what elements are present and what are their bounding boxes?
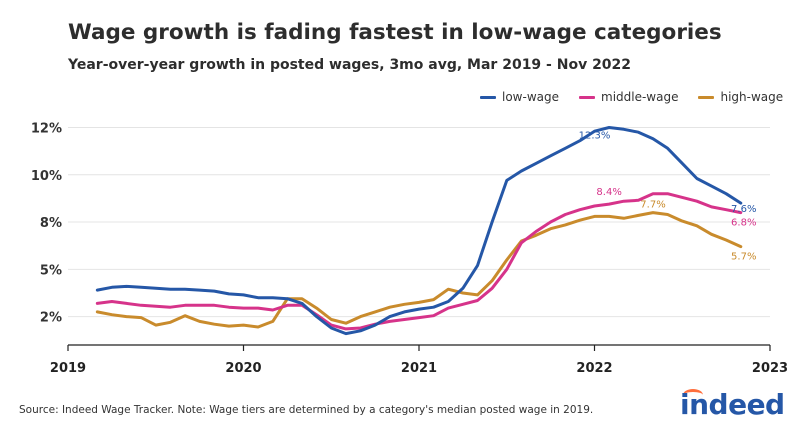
legend-swatch-low-wage [480,95,496,99]
y-tick-label: 2% [40,311,62,326]
data-label-middle-wage-end: 6.8% [731,218,756,229]
data-label-middle-wage-peak: 8.4% [596,187,621,198]
series-line-high-wage [95,211,743,329]
legend-swatch-middle-wage [579,95,595,99]
legend-item-middle-wage: middle-wage [579,90,678,104]
data-label-high-wage-end: 5.7% [731,252,756,263]
indeed-logo-arc [683,389,703,401]
series-line-low-wage [95,126,743,336]
legend-label-low-wage: low-wage [502,90,559,104]
x-tick-label: 2023 [752,361,788,376]
x-tick-label: 2020 [225,361,261,376]
x-tick-label: 2021 [401,361,437,376]
series-line-middle-wage [95,192,743,331]
legend-swatch-high-wage [698,95,715,99]
data-label-high-wage-peak: 7.7% [640,200,665,211]
y-tick-label: 10% [31,169,62,184]
y-tick-label: 8% [40,216,62,231]
x-tick-label: 2019 [50,361,86,376]
data-label-low-wage-end: 7.6% [731,204,756,215]
chart-title: Wage growth is fading fastest in low-wag… [68,20,722,45]
legend-item-low-wage: low-wage [480,90,559,104]
indeed-logo: indeed [680,388,785,421]
legend-item-high-wage: high-wage [698,90,783,104]
chart-legend: low-wage middle-wage high-wage [480,90,783,104]
y-tick-label: 5% [40,263,62,278]
source-note: Source: Indeed Wage Tracker. Note: Wage … [19,404,594,416]
legend-label-high-wage: high-wage [720,90,784,104]
legend-label-middle-wage: middle-wage [601,90,679,104]
data-label-low-wage-peak: 12.3% [579,130,611,141]
y-tick-label: 12% [31,121,62,136]
chart-subtitle: Year-over-year growth in posted wages, 3… [68,57,632,73]
x-tick-label: 2022 [576,361,612,376]
